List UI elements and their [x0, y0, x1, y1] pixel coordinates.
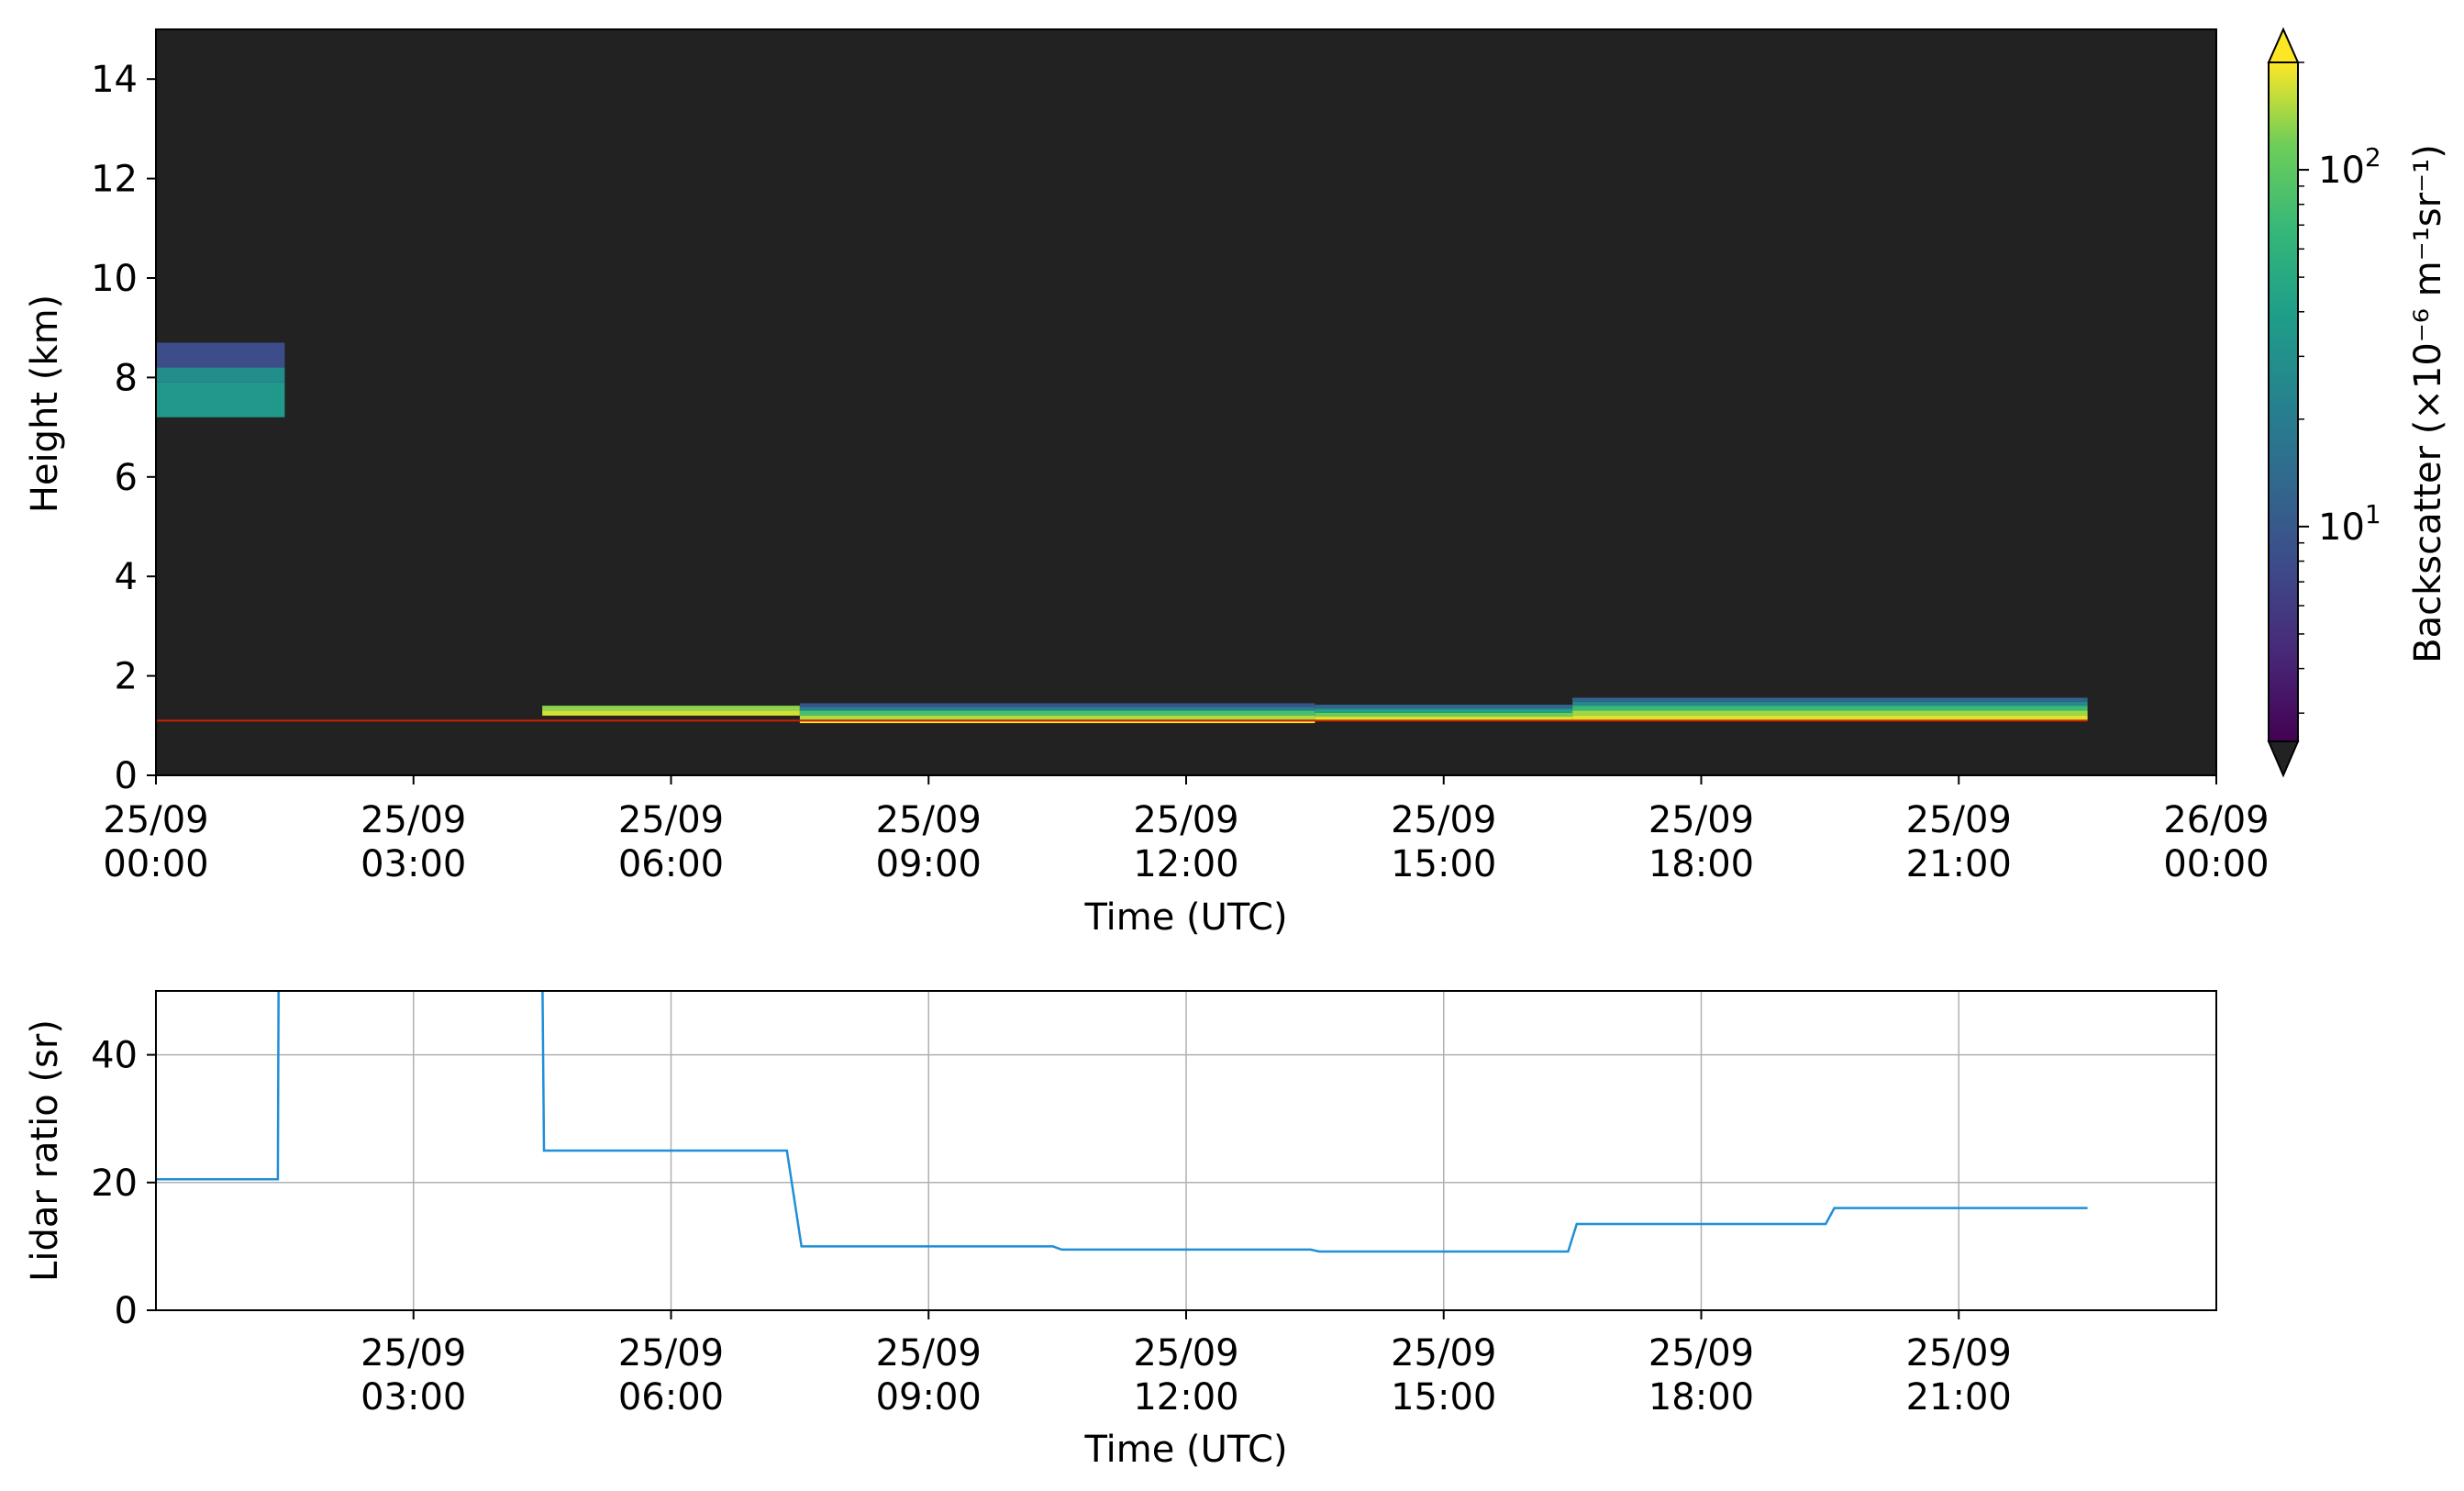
y-tick-label: 4	[115, 556, 138, 598]
x-tick-label: 25/09	[1391, 1332, 1496, 1374]
x-tick-label: 18:00	[1648, 1376, 1754, 1419]
colorbar-gradient	[2268, 61, 2299, 742]
x-tick-label: 25/09	[1648, 799, 1754, 841]
x-tick-label: 25/09	[361, 799, 466, 841]
heatmap-cell	[799, 703, 1315, 707]
heatmap-cell	[156, 342, 285, 368]
x-tick-label: 18:00	[1648, 843, 1754, 885]
x-tick-label: 25/09	[361, 1332, 466, 1374]
bottom-x-axis-ticks: 25/0903:0025/0906:0025/0909:0025/0912:00…	[361, 1310, 2012, 1419]
heatmap-cell	[1572, 697, 2088, 702]
x-tick-label: 25/09	[103, 799, 208, 841]
heatmap-background	[156, 29, 2216, 775]
heatmap-cell	[1572, 715, 2088, 721]
y-tick-label: 40	[91, 1035, 138, 1077]
y-tick-label: 6	[115, 457, 138, 499]
y-tick-label: 20	[91, 1163, 138, 1205]
bottom-y-axis-ticks: 0 20 40	[91, 1035, 156, 1332]
heatmap-cell	[799, 710, 1315, 716]
x-tick-label: 00:00	[2163, 843, 2269, 885]
heatmap-cell	[1572, 701, 2088, 707]
heatmap-cell	[542, 710, 800, 716]
colorbar: 101 102 Backscatter (×10⁻⁶ m⁻¹sr⁻¹)	[2267, 27, 2449, 778]
heatmap-cell	[799, 707, 1315, 711]
bottom-xlabel: Time (UTC)	[1083, 1429, 1287, 1471]
top-y-axis-ticks: 0 2 4 6 8 10 12 14	[91, 59, 156, 797]
y-tick-label: 10	[91, 258, 138, 300]
heatmap-cell	[1572, 706, 2088, 711]
x-tick-label: 12:00	[1133, 1376, 1238, 1419]
x-tick-label: 15:00	[1391, 843, 1496, 885]
x-tick-label: 21:00	[1906, 843, 2012, 885]
y-tick-label: 14	[91, 59, 138, 101]
heatmap-cell	[542, 706, 800, 711]
x-tick-label: 03:00	[361, 1376, 466, 1419]
y-tick-label: 2	[115, 656, 138, 698]
x-tick-label: 21:00	[1906, 1376, 2012, 1419]
colorbar-tick-label: 102	[2318, 142, 2381, 192]
top-ylabel: Height (km)	[24, 295, 66, 513]
heatmap-cell	[1315, 712, 1573, 718]
x-tick-label: 06:00	[618, 1376, 724, 1419]
y-tick-label: 12	[91, 159, 138, 201]
heatmap-cell	[1315, 717, 1573, 721]
x-tick-label: 25/09	[1648, 1332, 1754, 1374]
x-tick-label: 15:00	[1391, 1376, 1496, 1419]
heatmap-cell	[1315, 705, 1573, 709]
colorbar-extend-max	[2267, 27, 2300, 63]
x-tick-label: 25/09	[1391, 799, 1496, 841]
top-x-axis-ticks: 25/0900:0025/0903:0025/0906:0025/0909:00…	[103, 775, 2270, 885]
y-tick-label: 0	[115, 1290, 138, 1332]
x-tick-label: 06:00	[618, 843, 724, 885]
y-tick-label: 8	[115, 357, 138, 399]
x-tick-label: 03:00	[361, 843, 466, 885]
x-tick-label: 25/09	[1133, 799, 1238, 841]
colorbar-ticks: 101 102	[2298, 61, 2381, 714]
heatmap-cell	[799, 715, 1315, 720]
heatmap-cell	[156, 382, 285, 417]
x-tick-label: 25/09	[1906, 1332, 2012, 1374]
x-tick-label: 09:00	[876, 1376, 982, 1419]
x-tick-label: 25/09	[1133, 1332, 1238, 1374]
x-tick-label: 12:00	[1133, 843, 1238, 885]
y-tick-label: 0	[115, 755, 138, 797]
x-tick-label: 26/09	[2163, 799, 2269, 841]
x-tick-label: 25/09	[618, 799, 724, 841]
heatmap-cell	[1315, 708, 1573, 713]
bottom-ylabel: Lidar ratio (sr)	[24, 1019, 66, 1282]
x-tick-label: 25/09	[876, 1332, 982, 1374]
colorbar-extend-min	[2267, 740, 2300, 778]
lidar-ratio-series	[156, 991, 2088, 1253]
x-tick-label: 25/09	[876, 799, 982, 841]
top-xlabel: Time (UTC)	[1083, 896, 1287, 939]
colorbar-label: Backscatter (×10⁻⁶ m⁻¹sr⁻¹)	[2407, 144, 2449, 663]
x-tick-label: 09:00	[876, 843, 982, 885]
colorbar-tick-label: 101	[2318, 499, 2381, 549]
heatmap-cell	[1572, 710, 2088, 716]
x-tick-label: 00:00	[103, 843, 208, 885]
x-tick-label: 25/09	[1906, 799, 2012, 841]
x-tick-label: 25/09	[618, 1332, 724, 1374]
heatmap-cell	[156, 367, 285, 383]
